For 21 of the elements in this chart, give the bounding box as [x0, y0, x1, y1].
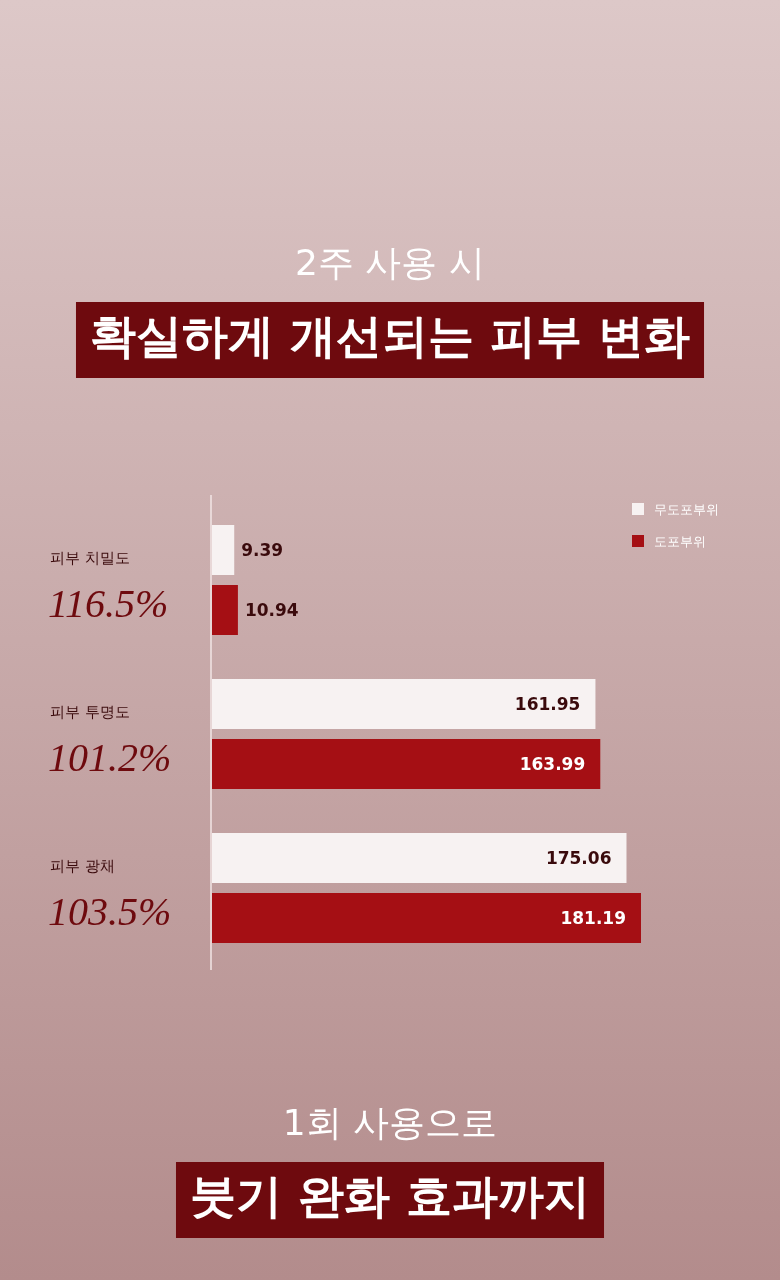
legend-label: 도포부위 — [654, 534, 706, 549]
chart-title: 확실하게 개선되는 피부 변화 — [89, 309, 691, 363]
data-label: 9.39 — [241, 540, 284, 560]
data-label: 175.06 — [545, 848, 612, 868]
chart-subtitle: 2주 사용 시 — [295, 242, 485, 283]
bar — [212, 739, 601, 789]
text: 101.2% — [48, 735, 172, 780]
bar — [212, 585, 238, 635]
text: 붓기 완화 효과까지 — [189, 1169, 591, 1223]
text: 1회 사용으로 — [282, 1102, 498, 1143]
y-tick-label: 피부 광채 — [50, 857, 115, 875]
data-label: 181.19 — [560, 908, 626, 928]
data-label: 163.99 — [519, 754, 586, 774]
data-label: 10.94 — [244, 600, 299, 620]
y-tick-label: 피부 투명도 — [50, 703, 130, 721]
bar — [212, 893, 641, 943]
y-tick-label: 피부 치밀도 — [50, 549, 130, 567]
text: 116.5% — [48, 581, 169, 626]
text: 103.5% — [48, 889, 172, 934]
data-label: 161.95 — [514, 694, 581, 714]
legend-label: 무도포부위 — [654, 502, 719, 517]
